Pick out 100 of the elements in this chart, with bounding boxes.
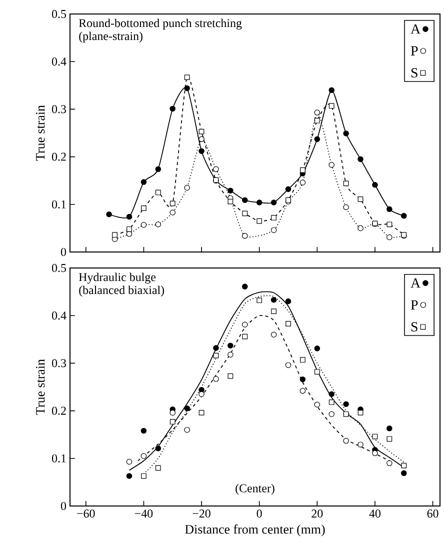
y-tick-label: 0.5 xyxy=(52,10,66,18)
text: (balanced biaxial) xyxy=(79,286,164,297)
point xyxy=(328,162,334,168)
y-tick-label: 0 xyxy=(60,248,66,256)
legend-label: P xyxy=(410,46,418,56)
point xyxy=(228,188,234,194)
x-tick-label: −20 xyxy=(192,510,210,518)
point xyxy=(343,180,349,186)
point xyxy=(372,434,378,440)
point xyxy=(358,196,364,202)
legend-label: S xyxy=(411,68,418,78)
point xyxy=(358,156,364,162)
point xyxy=(242,322,248,328)
point xyxy=(198,128,204,134)
point xyxy=(314,118,320,124)
y-tick-label: 0.2 xyxy=(52,406,66,415)
point xyxy=(401,462,407,468)
point xyxy=(242,232,248,239)
point xyxy=(184,184,190,191)
point xyxy=(126,226,132,232)
point xyxy=(386,234,392,240)
point xyxy=(242,197,248,204)
point xyxy=(155,446,162,452)
point xyxy=(314,110,320,116)
point xyxy=(141,206,146,211)
y-tick-label: 0.3 xyxy=(52,359,66,368)
point xyxy=(328,400,334,405)
point xyxy=(140,428,147,434)
point xyxy=(170,210,176,216)
point xyxy=(242,334,248,340)
point xyxy=(140,222,147,228)
point xyxy=(358,225,364,232)
point xyxy=(314,369,320,374)
point xyxy=(198,136,204,142)
text: (plane-strain) xyxy=(79,32,142,43)
point xyxy=(170,410,176,416)
point xyxy=(213,376,219,382)
point xyxy=(198,391,204,398)
x-tick-label: 60 xyxy=(427,510,438,518)
x-tick-label: 40 xyxy=(369,510,380,518)
point xyxy=(170,419,176,424)
x-tick-label: −60 xyxy=(77,510,95,518)
point xyxy=(256,298,262,304)
legend-label: S xyxy=(411,322,418,332)
point xyxy=(242,210,248,216)
x-tick-label: −40 xyxy=(134,510,153,518)
legend-label: A xyxy=(410,278,420,288)
y-tick-label: 0.4 xyxy=(52,312,66,320)
point xyxy=(314,346,320,352)
point xyxy=(126,458,132,465)
point xyxy=(184,406,190,412)
annotation: (Center) xyxy=(236,484,274,495)
legend-label: P xyxy=(410,300,418,310)
point xyxy=(343,411,349,417)
chart-title: Round-bottomed punch stretching xyxy=(78,18,242,30)
y-tick-label: 0.3 xyxy=(52,105,66,114)
point xyxy=(343,130,349,136)
point xyxy=(228,373,234,379)
point xyxy=(386,206,392,212)
y-tick-label: 0.4 xyxy=(52,58,66,66)
point xyxy=(256,218,262,224)
point xyxy=(328,391,334,398)
point xyxy=(343,204,349,210)
point xyxy=(213,166,219,172)
point xyxy=(400,470,407,476)
point xyxy=(343,401,349,408)
point xyxy=(300,388,306,394)
point xyxy=(213,352,219,358)
y-tick-label: 0.2 xyxy=(52,152,66,161)
point xyxy=(300,167,306,173)
x-axis-title: Distance from center (mm) xyxy=(185,524,325,536)
point xyxy=(256,200,262,206)
point xyxy=(285,362,292,368)
point xyxy=(155,190,161,196)
point xyxy=(170,200,176,206)
point xyxy=(328,103,334,109)
point xyxy=(228,342,234,348)
point xyxy=(184,85,190,92)
point xyxy=(314,136,320,142)
point xyxy=(270,227,277,233)
point xyxy=(372,182,378,188)
point xyxy=(400,212,407,219)
legend-label: A xyxy=(410,24,420,34)
point xyxy=(126,473,132,479)
point xyxy=(386,436,392,442)
point xyxy=(270,297,277,303)
point xyxy=(228,198,234,204)
x-tick-label: 0 xyxy=(256,510,262,518)
point xyxy=(242,284,248,290)
point xyxy=(155,465,161,471)
point xyxy=(386,222,392,228)
point xyxy=(300,376,306,382)
point xyxy=(141,473,146,479)
point xyxy=(106,212,112,218)
point xyxy=(300,180,306,186)
point xyxy=(314,402,320,408)
point xyxy=(126,214,132,220)
point xyxy=(271,215,276,220)
point xyxy=(270,200,277,206)
point xyxy=(328,87,334,94)
